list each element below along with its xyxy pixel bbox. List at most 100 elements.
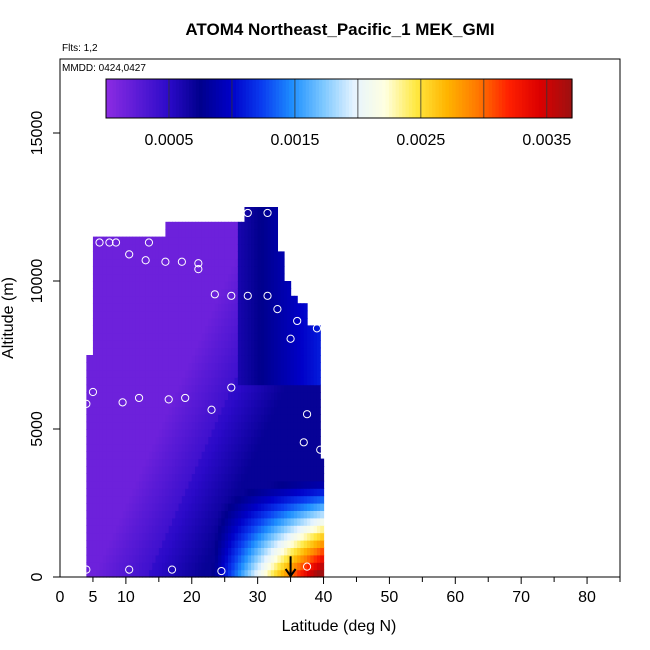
heatmap-cell: [172, 332, 176, 341]
heatmap-cell: [168, 318, 173, 326]
heatmap-cell: [185, 547, 190, 556]
heatmap-cell: [267, 451, 272, 460]
heatmap-cell: [148, 547, 153, 556]
heatmap-cell: [264, 295, 269, 304]
heatmap-cell: [201, 310, 206, 319]
heatmap-cell: [247, 303, 252, 312]
heatmap-cell: [152, 362, 157, 371]
heatmap-cell: [201, 480, 206, 489]
heatmap-cell: [181, 495, 186, 504]
heatmap-cell: [231, 554, 236, 563]
heatmap-cell: [132, 288, 137, 297]
heatmap-cell: [270, 214, 275, 223]
heatmap-cell: [155, 503, 160, 511]
heatmap-cell: [316, 332, 321, 341]
heatmap-cell: [221, 369, 226, 378]
heatmap-cell: [112, 466, 117, 474]
heatmap-cell: [214, 421, 219, 430]
heatmap-cell: [247, 377, 252, 386]
heatmap-cell: [112, 236, 117, 245]
heatmap-cell: [175, 355, 180, 363]
heatmap-cell: [267, 347, 272, 356]
heatmap-cell: [247, 458, 252, 467]
heatmap-cell: [267, 399, 272, 408]
heatmap-cell: [277, 466, 282, 474]
heatmap-cell: [158, 347, 163, 356]
heatmap-cell: [211, 569, 216, 578]
heatmap-cell: [129, 532, 134, 541]
heatmap-cell: [313, 443, 318, 452]
heatmap-cell: [293, 517, 298, 526]
heatmap-cell: [139, 377, 143, 386]
heatmap-cell: [247, 258, 252, 267]
heatmap-cell: [247, 569, 252, 578]
colorbar-swatch: [322, 79, 327, 118]
heatmap-cell: [221, 399, 226, 408]
heatmap-cell: [139, 443, 143, 452]
heatmap-cell: [122, 295, 127, 304]
heatmap-cell: [310, 458, 315, 467]
heatmap-cell: [264, 207, 269, 215]
heatmap-cell: [211, 414, 216, 423]
heatmap-cell: [247, 207, 252, 215]
heatmap-cell: [260, 517, 265, 526]
heatmap-cell: [198, 488, 203, 497]
heatmap-cell: [102, 384, 107, 393]
heatmap-cell: [204, 229, 209, 238]
heatmap-cell: [135, 377, 140, 386]
heatmap-cell: [125, 503, 130, 511]
heatmap-cell: [135, 325, 140, 334]
heatmap-cell: [89, 406, 94, 415]
heatmap-cell: [257, 569, 262, 578]
heatmap-cell: [198, 340, 203, 349]
heatmap-cell: [290, 318, 295, 326]
heatmap-cell: [267, 229, 272, 238]
heatmap-cell: [316, 495, 321, 504]
heatmap-cell: [218, 236, 223, 245]
heatmap-cell: [320, 495, 325, 504]
heatmap-cell: [267, 406, 272, 415]
heatmap-cell: [195, 221, 199, 230]
heatmap-cell: [175, 303, 180, 312]
heatmap-cell: [254, 221, 259, 230]
heatmap-cell: [316, 355, 321, 363]
heatmap-cell: [165, 295, 170, 304]
heatmap-cell: [208, 244, 213, 252]
heatmap-cell: [244, 207, 249, 215]
heatmap-cell: [135, 258, 140, 267]
heatmap-cell: [267, 384, 272, 393]
heatmap-cell: [287, 458, 292, 467]
heatmap-cell: [284, 355, 288, 363]
heatmap-cell: [234, 310, 239, 319]
heatmap-cell: [247, 532, 252, 541]
heatmap-cell: [132, 421, 137, 430]
heatmap-cell: [218, 221, 223, 230]
heatmap-cell: [277, 540, 282, 548]
heatmap-cell: [211, 295, 216, 304]
heatmap-cell: [99, 258, 104, 267]
heatmap-cell: [251, 392, 255, 400]
heatmap-cell: [145, 295, 150, 304]
heatmap-cell: [122, 377, 127, 386]
heatmap-cell: [214, 318, 219, 326]
heatmap-cell: [241, 244, 246, 252]
heatmap-cell: [158, 473, 163, 482]
heatmap-cell: [251, 569, 255, 578]
heatmap-cell: [297, 303, 302, 312]
heatmap-cell: [204, 399, 209, 408]
heatmap-cell: [244, 540, 249, 548]
heatmap-cell: [112, 318, 117, 326]
heatmap-cell: [214, 406, 219, 415]
heatmap-cell: [264, 414, 269, 423]
heatmap-cell: [224, 244, 229, 252]
heatmap-cell: [172, 266, 176, 275]
heatmap-cell: [231, 532, 236, 541]
heatmap-cell: [142, 532, 147, 541]
heatmap-cell: [145, 451, 150, 460]
heatmap-cell: [201, 258, 206, 267]
heatmap-cell: [260, 399, 265, 408]
heatmap-cell: [254, 295, 259, 304]
heatmap-cell: [172, 510, 176, 519]
heatmap-cell: [218, 540, 223, 548]
heatmap-cell: [145, 399, 150, 408]
